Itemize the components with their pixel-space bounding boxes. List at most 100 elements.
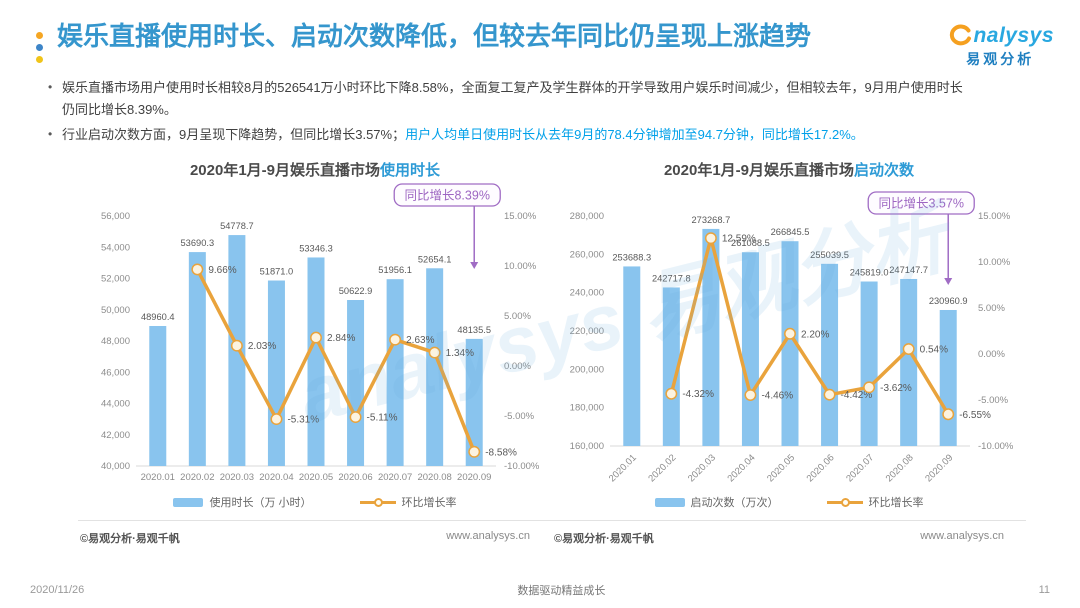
page-title: 娱乐直播使用时长、启动次数降低，但较去年同比仍呈现上涨趋势 — [57, 21, 812, 51]
annotation-arrow-icon — [470, 262, 479, 270]
usage-duration-chart: 40,000 42,000 44,000 46,000 48,000 50,000 52,0… — [78, 180, 552, 494]
svg-text:273268.7: 273268.7 — [691, 215, 730, 225]
bar-2020.08 — [900, 279, 918, 447]
line-swatch-icon — [359, 497, 396, 508]
line-marker — [942, 408, 955, 421]
svg-text:15.00%: 15.00% — [978, 211, 1011, 222]
legend-item-bar: 启动次数（万次） — [654, 494, 779, 510]
data-source-label: ©易观分析·易观千帆 — [554, 533, 654, 546]
bar-2020.07 — [386, 279, 404, 467]
svg-text:同比增长3.57%: 同比增长3.57% — [878, 196, 963, 211]
annotation-arrow-icon — [944, 278, 953, 286]
svg-text:255039.5: 255039.5 — [810, 250, 849, 260]
svg-text:0.00%: 0.00% — [504, 361, 531, 372]
svg-text:51956.1: 51956.1 — [378, 265, 412, 275]
svg-text:5.00%: 5.00% — [978, 303, 1005, 314]
chart-title-highlight: 使用时长 — [380, 162, 441, 180]
svg-text:-10.00%: -10.00% — [504, 461, 540, 472]
legend-label: 启动次数（万次） — [690, 497, 779, 510]
svg-text:51871.0: 51871.0 — [260, 267, 294, 277]
svg-text:200,000: 200,000 — [570, 365, 604, 376]
svg-text:2020.02: 2020.02 — [180, 472, 214, 483]
chart-legend: 启动次数（万次） 环比增长率 — [552, 494, 1026, 510]
svg-text:2020.07: 2020.07 — [844, 453, 876, 485]
svg-text:50,000: 50,000 — [101, 305, 130, 316]
svg-text:2020.05: 2020.05 — [299, 472, 333, 483]
bar-2020.06 — [347, 300, 365, 467]
usage-duration-chart-card: 2020年1月-9月娱乐直播市场使用时长 40,000 42,000 44,000 4… — [78, 155, 552, 546]
line-marker — [230, 340, 243, 352]
svg-text:52,000: 52,000 — [101, 274, 130, 285]
svg-text:2020.03: 2020.03 — [220, 472, 254, 483]
svg-text:48,000: 48,000 — [101, 336, 130, 347]
svg-text:56,000: 56,000 — [101, 211, 130, 222]
svg-text:2020.06: 2020.06 — [338, 472, 372, 483]
bar-2020.02 — [188, 252, 206, 467]
svg-text:260,000: 260,000 — [570, 250, 604, 261]
svg-text:2.63%: 2.63% — [406, 335, 434, 346]
bar-2020.04 — [741, 252, 759, 447]
charts-row: 2020年1月-9月娱乐直播市场使用时长 40,000 42,000 44,000 4… — [0, 149, 1080, 546]
svg-text:242717.8: 242717.8 — [652, 274, 691, 284]
svg-text:10.00%: 10.00% — [978, 257, 1011, 268]
svg-text:-4.42%: -4.42% — [841, 390, 873, 401]
website-link[interactable]: www.analysys.cn — [446, 530, 530, 543]
chart-title-prefix: 2020年1月-9月娱乐直播市场 — [189, 162, 381, 180]
svg-text:2020.09: 2020.09 — [923, 453, 955, 485]
bar-2020.06 — [821, 264, 839, 447]
svg-text:2.03%: 2.03% — [248, 341, 276, 352]
svg-text:2020.04: 2020.04 — [259, 472, 293, 483]
svg-text:2020.07: 2020.07 — [378, 472, 412, 483]
analysys-logo: nalysys 易观分析 — [946, 20, 1054, 69]
bar-swatch-icon — [654, 497, 685, 507]
svg-text:53690.3: 53690.3 — [181, 238, 215, 248]
logo-swoosh-icon — [950, 24, 972, 46]
svg-text:2020.08: 2020.08 — [417, 472, 451, 483]
logo-wordmark: nalysys — [946, 24, 1054, 48]
svg-text:同比增长8.39%: 同比增长8.39% — [404, 188, 489, 203]
svg-text:266845.5: 266845.5 — [771, 227, 810, 237]
bar-2020.03 — [702, 229, 720, 447]
svg-text:-8.58%: -8.58% — [485, 448, 517, 459]
website-link[interactable]: www.analysys.cn — [920, 530, 1004, 543]
svg-text:247147.7: 247147.7 — [889, 265, 928, 275]
svg-text:44,000: 44,000 — [101, 399, 130, 410]
svg-text:-6.55%: -6.55% — [959, 410, 991, 421]
legend-label: 环比增长率 — [868, 497, 924, 510]
logo-chinese-name: 易观分析 — [966, 51, 1035, 67]
svg-text:-10.00%: -10.00% — [978, 441, 1014, 452]
svg-text:-4.46%: -4.46% — [761, 391, 793, 402]
footer-slogan: 数据驱动精益成长 — [517, 585, 606, 597]
bar-2020.09 — [939, 310, 957, 447]
svg-text:10.00%: 10.00% — [504, 261, 537, 272]
title-bullet-dots — [36, 32, 43, 69]
svg-text:50622.9: 50622.9 — [339, 286, 373, 296]
legend-label: 环比增长率 — [401, 497, 457, 510]
line-marker — [191, 263, 204, 276]
svg-text:261088.5: 261088.5 — [731, 239, 770, 249]
legend-item-line: 环比增长率 — [359, 494, 457, 510]
bullet-text: 行业启动次数方面，9月呈现下降趋势，但同比增长3.57%； — [62, 127, 406, 143]
bar-swatch-icon — [173, 497, 204, 507]
line-marker — [349, 411, 362, 424]
chart-title: 2020年1月-9月娱乐直播市场使用时长 — [78, 159, 552, 180]
yoy-annotation-box — [393, 183, 501, 207]
svg-text:180,000: 180,000 — [570, 403, 604, 414]
svg-text:-5.00%: -5.00% — [504, 411, 535, 422]
legend-label: 使用时长（万 小时） — [209, 497, 312, 510]
growth-rate-line — [669, 236, 950, 416]
svg-text:2020.08: 2020.08 — [884, 453, 916, 485]
svg-text:12.59%: 12.59% — [722, 234, 756, 245]
line-marker — [270, 413, 283, 426]
chart-title-highlight: 启动次数 — [854, 162, 915, 180]
launch-count-chart: 160,000 180,000 200,000 220,000 240,000 260,0… — [552, 180, 1026, 494]
bullet-text: 娱乐直播市场用户使用时长相较8月的526541万小时环比下降8.58%，全面复工… — [62, 80, 963, 118]
dot-icon — [36, 56, 43, 63]
bar-2020.05 — [781, 241, 799, 447]
svg-text:-5.11%: -5.11% — [367, 413, 398, 424]
line-marker — [665, 388, 678, 400]
legend-item-line: 环比增长率 — [826, 494, 924, 510]
line-marker — [468, 446, 481, 459]
bar-2020.02 — [662, 287, 680, 447]
